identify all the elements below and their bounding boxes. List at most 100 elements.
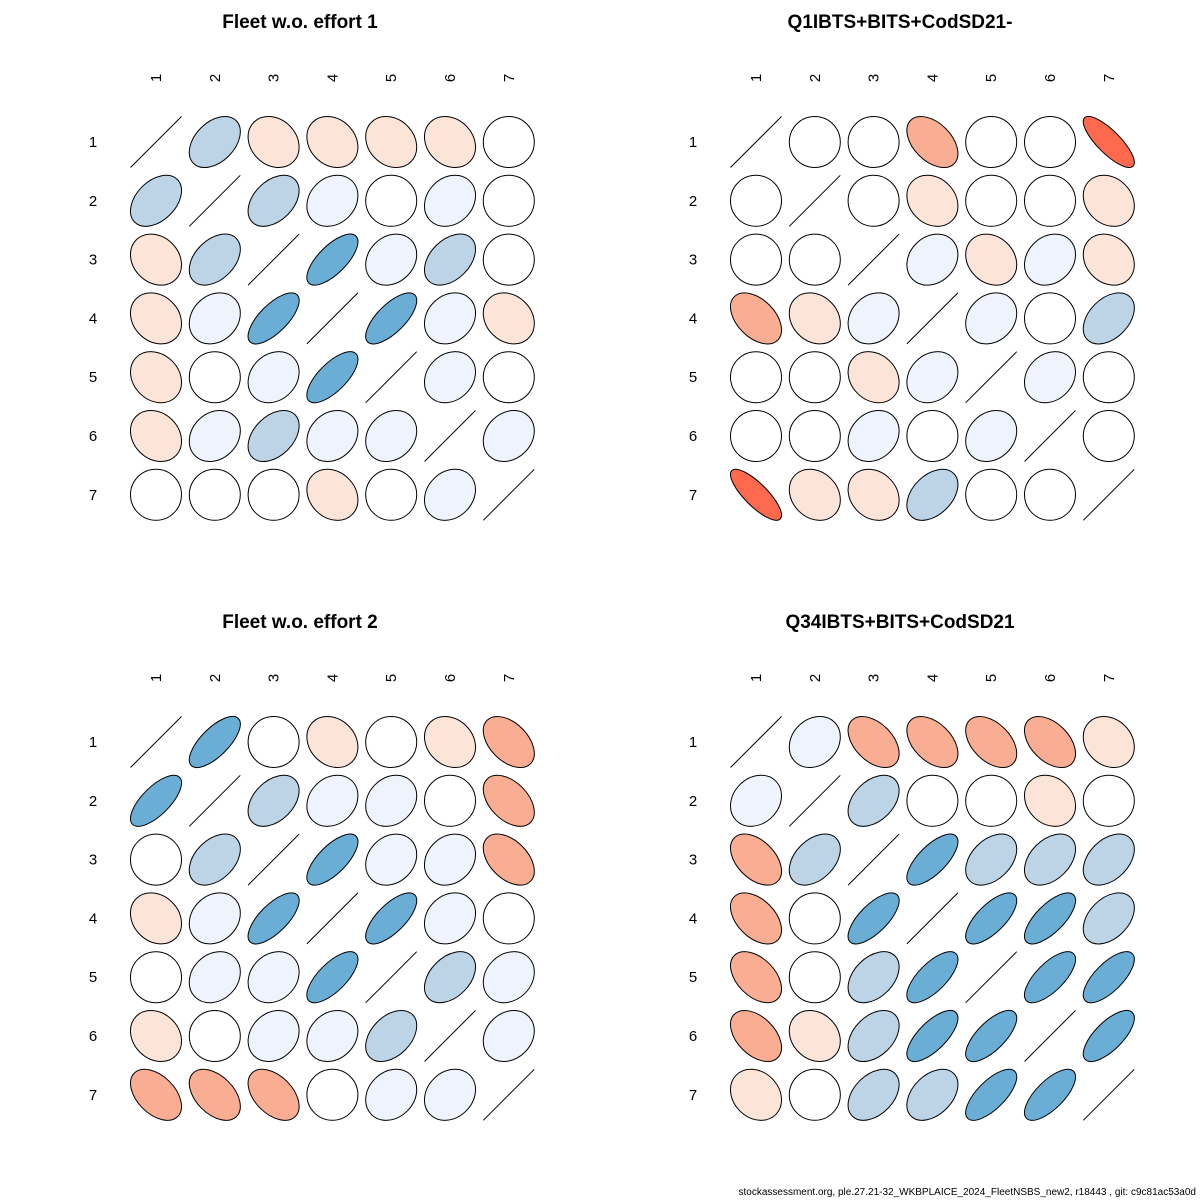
correlation-ellipse (965, 833, 1018, 886)
correlation-ellipse (188, 1068, 241, 1121)
diagonal-line (188, 174, 241, 227)
row-label: 7 (89, 1087, 97, 1104)
column-label: 7 (501, 74, 518, 82)
correlation-ellipse (906, 468, 959, 521)
correlation-ellipse (306, 774, 359, 827)
correlation-ellipse (365, 1068, 418, 1121)
correlation-ellipse (1024, 1068, 1077, 1121)
correlation-ellipse (129, 292, 182, 345)
correlation-ellipse (423, 833, 476, 886)
column-label: 3 (866, 74, 883, 82)
correlation-ellipse (965, 116, 1018, 168)
correlation-ellipse (788, 468, 841, 521)
diagonal-line (1024, 410, 1076, 462)
diagonal-line (847, 833, 900, 886)
correlation-ellipse (729, 1068, 782, 1121)
correlation-ellipse (847, 116, 900, 168)
correlation-ellipse (1024, 833, 1077, 886)
correlation-ellipse (130, 951, 182, 1004)
correlation-ellipse (482, 233, 535, 286)
correlation-ellipse (365, 174, 418, 227)
correlation-ellipse (906, 951, 959, 1004)
column-label: 7 (501, 674, 518, 682)
correlation-ellipse (188, 233, 241, 286)
correlation-ellipse (906, 116, 959, 169)
correlation-ellipse (847, 351, 900, 404)
correlation-ellipse (965, 233, 1018, 286)
row-label: 5 (689, 969, 697, 986)
correlation-ellipse (847, 774, 900, 827)
diagonal-line (482, 468, 535, 521)
correlation-ellipse (730, 174, 782, 227)
correlation-ellipse (482, 351, 535, 404)
correlation-ellipse (482, 116, 535, 168)
correlation-ellipse (306, 233, 359, 286)
row-label: 3 (89, 252, 97, 269)
correlation-ellipse (788, 351, 841, 404)
correlation-ellipse (730, 292, 783, 345)
correlation-ellipse (965, 892, 1018, 945)
footer-credit: stockassessment.org, ple.27.21-32_WKBPLA… (738, 1187, 1197, 1198)
correlation-ellipse (365, 468, 418, 521)
correlation-ellipse (847, 716, 900, 769)
column-label: 4 (924, 674, 941, 682)
correlation-ellipse (424, 174, 477, 227)
correlation-ellipse (906, 233, 959, 286)
correlation-ellipse (1082, 774, 1135, 827)
column-label: 3 (266, 674, 283, 682)
correlation-ellipse (247, 951, 300, 1004)
column-label: 6 (1042, 74, 1059, 82)
column-label: 5 (983, 74, 1000, 82)
diagonal-line (424, 1010, 476, 1062)
row-label: 4 (89, 310, 97, 327)
diagonal-line (247, 833, 300, 886)
column-label: 6 (1042, 674, 1059, 682)
correlation-ellipse (1024, 468, 1076, 521)
diagonal-line (306, 892, 359, 945)
correlation-ellipse (965, 292, 1018, 345)
correlation-ellipse (365, 774, 418, 827)
correlation-ellipse (482, 716, 535, 769)
correlation-ellipse (247, 1068, 300, 1121)
correlation-ellipse (306, 1068, 359, 1121)
correlation-ellipse (482, 892, 535, 945)
correlation-ellipse (965, 1068, 1018, 1121)
row-label: 1 (89, 134, 97, 151)
correlation-ellipse (306, 116, 359, 169)
row-label: 1 (689, 734, 697, 751)
column-label: 6 (442, 74, 459, 82)
diagonal-line (1082, 468, 1135, 521)
row-label: 5 (89, 369, 97, 386)
row-label: 7 (689, 487, 697, 504)
correlation-ellipse (906, 409, 959, 462)
column-label: 1 (148, 74, 165, 82)
correlation-ellipse (1082, 233, 1135, 286)
correlation-ellipse (730, 468, 783, 521)
row-label: 1 (89, 734, 97, 751)
diagonal-line (1024, 1010, 1076, 1062)
correlation-ellipse (788, 116, 841, 168)
correlation-ellipse (423, 892, 476, 945)
correlation-ellipse (424, 351, 477, 404)
correlation-ellipse (730, 233, 782, 286)
panel-title: Fleet w.o. effort 1 (222, 12, 378, 33)
diagonal-line (788, 774, 841, 827)
correlation-ellipse (130, 774, 183, 827)
correlation-ellipse (306, 715, 359, 768)
row-label: 2 (689, 193, 697, 210)
correlation-ellipse (906, 774, 959, 827)
correlation-ellipse (1082, 1009, 1135, 1062)
correlation-ellipse (247, 351, 300, 404)
correlation-ellipse (1024, 292, 1076, 345)
correlation-ellipse (188, 716, 241, 769)
correlation-ellipse (306, 174, 359, 227)
column-label: 6 (442, 674, 459, 682)
correlation-ellipse (306, 468, 359, 521)
correlation-ellipse (1082, 715, 1135, 768)
correlation-ellipse (788, 715, 841, 768)
correlation-ellipse (730, 1010, 783, 1063)
correlation-ellipse (130, 468, 182, 521)
column-label: 3 (866, 674, 883, 682)
row-label: 2 (89, 793, 97, 810)
correlation-ellipse (482, 1009, 535, 1062)
